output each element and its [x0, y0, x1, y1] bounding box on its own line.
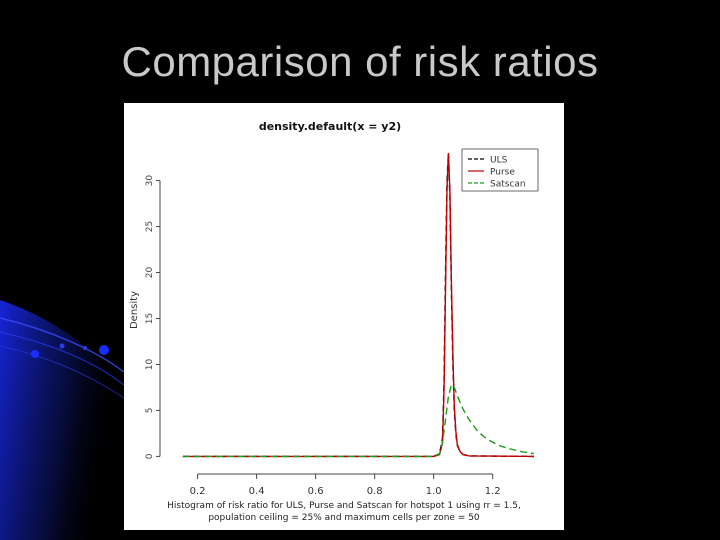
blue-swoosh-line	[0, 317, 125, 373]
y-tick-label: 5	[145, 408, 155, 414]
slide-title: Comparison of risk ratios	[121, 38, 599, 85]
series-line-uls	[182, 152, 535, 458]
blue-swoosh-line	[0, 345, 125, 399]
x-tick-label: 0.8	[367, 486, 383, 497]
legend-label: ULS	[490, 156, 508, 166]
y-tick-label: 30	[145, 175, 155, 187]
series-line-satscan	[182, 383, 535, 458]
blue-dot	[59, 343, 65, 349]
density-chart: density.default(x = y2) Density 0 5 10 15 20…	[129, 120, 539, 497]
chart-title: density.default(x = y2)	[259, 120, 401, 133]
axes: 0 5 10 15 20 25 30 0.2 0.4 0.6 0.8 1.0 1.2	[145, 175, 501, 497]
blue-swoosh-line	[0, 331, 125, 386]
x-axis-label: Histogram of risk ratio for ULS, Purse a…	[167, 501, 521, 511]
legend: ULS Purse Satscan	[461, 148, 539, 192]
series-line-purse	[182, 152, 535, 458]
blue-swoosh-shape	[0, 300, 124, 540]
legend-label: Purse	[490, 168, 515, 178]
y-tick-label: 0	[145, 453, 155, 459]
legend-label: Satscan	[490, 180, 526, 190]
x-tick-label: 1.0	[426, 486, 442, 497]
x-tick-label: 0.6	[308, 486, 324, 497]
y-tick-label: 10	[145, 358, 155, 370]
blue-dot	[83, 346, 87, 350]
x-axis-label-line2: population ceiling = 25% and maximum cel…	[208, 513, 480, 523]
x-tick-label: 1.2	[485, 486, 501, 497]
x-tick-label: 0.4	[249, 486, 265, 497]
series-lines	[182, 152, 535, 458]
blue-dot	[99, 345, 109, 355]
chart-panel: density.default(x = y2) Density 0 5 10 15 20…	[124, 103, 564, 530]
y-tick-label: 25	[145, 221, 155, 232]
blue-dot	[31, 350, 39, 358]
y-tick-label: 20	[145, 267, 155, 279]
y-tick-label: 15	[145, 313, 155, 324]
legend-box	[461, 148, 539, 192]
y-axis-label: Density	[129, 291, 140, 329]
x-tick-label: 0.2	[190, 486, 206, 497]
